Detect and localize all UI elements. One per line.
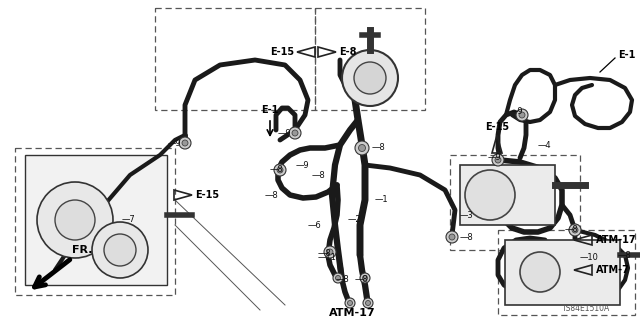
- Bar: [505, 240, 620, 305]
- Circle shape: [360, 273, 370, 283]
- Text: E-15: E-15: [195, 190, 219, 200]
- Circle shape: [465, 170, 515, 220]
- Text: —9: —9: [296, 161, 310, 170]
- Text: —8: —8: [318, 249, 332, 258]
- Circle shape: [277, 167, 283, 173]
- Text: —9: —9: [168, 139, 182, 148]
- Text: —9: —9: [278, 129, 292, 138]
- Polygon shape: [25, 155, 167, 285]
- Text: —1: —1: [375, 196, 388, 204]
- Text: —8: —8: [336, 276, 349, 284]
- Text: —9: —9: [488, 154, 502, 163]
- Text: E-8: E-8: [339, 47, 356, 57]
- Circle shape: [335, 276, 340, 281]
- Circle shape: [446, 231, 458, 243]
- Bar: [460, 165, 555, 225]
- Text: ATM-17: ATM-17: [596, 235, 637, 245]
- Circle shape: [519, 112, 525, 118]
- Text: E-15: E-15: [485, 122, 509, 132]
- Circle shape: [333, 273, 343, 283]
- Text: —10: —10: [580, 253, 599, 262]
- Text: —8: —8: [372, 143, 386, 153]
- Circle shape: [365, 300, 371, 306]
- Circle shape: [327, 249, 333, 255]
- Circle shape: [363, 298, 373, 308]
- Circle shape: [92, 222, 148, 278]
- Circle shape: [362, 276, 367, 281]
- Circle shape: [348, 300, 353, 306]
- Text: —7: —7: [122, 215, 136, 225]
- Circle shape: [358, 145, 365, 151]
- Text: E-1: E-1: [618, 50, 636, 60]
- Bar: [315, 8, 425, 110]
- Text: —6: —6: [308, 220, 322, 229]
- Circle shape: [289, 127, 301, 139]
- Text: —2: —2: [348, 215, 362, 225]
- Circle shape: [520, 252, 560, 292]
- Circle shape: [572, 227, 578, 233]
- Text: E-1: E-1: [261, 105, 278, 115]
- Text: ATM-17: ATM-17: [329, 308, 375, 318]
- Circle shape: [104, 234, 136, 266]
- Text: —11: —11: [318, 253, 337, 262]
- Text: E-15: E-15: [270, 47, 294, 57]
- Circle shape: [495, 157, 501, 163]
- Text: —9: —9: [510, 108, 524, 116]
- Text: —8: —8: [270, 165, 284, 174]
- Circle shape: [492, 154, 504, 166]
- Text: —8: —8: [355, 276, 369, 284]
- Circle shape: [354, 62, 386, 94]
- Bar: [498, 230, 635, 315]
- Circle shape: [449, 234, 455, 240]
- Text: —4: —4: [538, 140, 552, 149]
- Text: —8: —8: [618, 251, 632, 260]
- Text: TS84E1510A: TS84E1510A: [562, 304, 610, 313]
- Text: —3: —3: [460, 211, 474, 220]
- Circle shape: [182, 140, 188, 146]
- Text: —8: —8: [312, 171, 326, 180]
- Bar: [155, 8, 315, 110]
- Circle shape: [292, 130, 298, 136]
- Circle shape: [324, 246, 336, 258]
- Circle shape: [55, 200, 95, 240]
- Bar: [15, 148, 175, 295]
- Text: ATM-7: ATM-7: [596, 265, 630, 275]
- Text: —8: —8: [460, 233, 474, 242]
- Circle shape: [179, 137, 191, 149]
- Circle shape: [342, 50, 398, 106]
- Circle shape: [37, 182, 113, 258]
- Circle shape: [274, 164, 286, 176]
- Circle shape: [345, 298, 355, 308]
- Text: FR.: FR.: [72, 245, 93, 255]
- Text: —8: —8: [565, 226, 579, 235]
- Bar: [450, 155, 580, 250]
- Circle shape: [569, 224, 581, 236]
- Text: —8: —8: [265, 190, 279, 199]
- Circle shape: [516, 109, 528, 121]
- Circle shape: [355, 141, 369, 155]
